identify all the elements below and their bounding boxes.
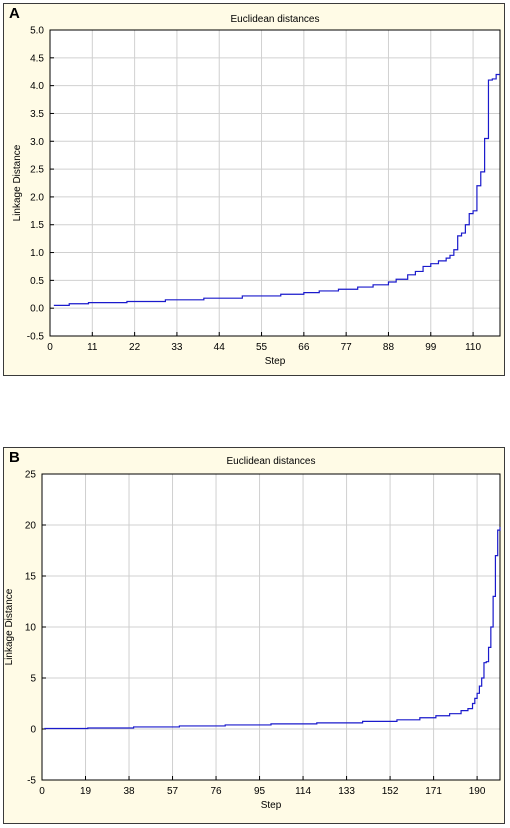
- chart-a-svg: Euclidean distances 0 11 22 33 44 55 66 77 88 99 11…: [12, 14, 501, 367]
- series-line: [53, 73, 500, 306]
- y-tick-label: 2.5: [30, 165, 44, 176]
- y-tick-label: -5: [27, 776, 36, 787]
- y-tick-label: 4.5: [30, 53, 44, 64]
- x-tick-label: 66: [298, 342, 310, 353]
- x-tick-label: 38: [123, 786, 135, 797]
- y-tick-label: 0.5: [30, 276, 44, 287]
- x-tick-label: 11: [87, 342, 98, 353]
- x-tick-label: 88: [383, 342, 395, 353]
- x-tick-label: 114: [295, 786, 311, 797]
- x-tick-label: 33: [171, 342, 183, 353]
- y-tick-label: 3.5: [30, 109, 44, 120]
- y-axis-label: Linkage Distance: [12, 144, 23, 221]
- x-tick-label: 77: [341, 342, 353, 353]
- x-axis-label: Step: [265, 356, 286, 367]
- y-tick-label: 1.5: [30, 220, 44, 231]
- x-tick-label: 0: [47, 342, 53, 353]
- x-tick-label: 57: [167, 786, 179, 797]
- x-axis-label: Step: [261, 800, 282, 811]
- plot-area: [50, 30, 500, 336]
- x-tick-label: 22: [129, 342, 141, 353]
- y-tick-label: 20: [25, 521, 37, 532]
- series-line: [44, 527, 501, 730]
- plot-frame: [49, 29, 501, 337]
- y-tick-label: 0.0: [30, 304, 44, 315]
- y-tick-label: 4.0: [30, 81, 44, 92]
- x-tick-label: 133: [338, 786, 355, 797]
- y-tick-label: 5.0: [30, 26, 44, 37]
- y-tick-label: 15: [25, 572, 37, 583]
- x-tick-label: 44: [214, 342, 226, 353]
- y-tick-label: 3.0: [30, 137, 44, 148]
- chart-title: Euclidean distances: [231, 14, 320, 25]
- x-tick-label: 95: [254, 786, 266, 797]
- x-tick-label: 110: [465, 342, 481, 353]
- y-tick-label: -0.5: [27, 332, 45, 343]
- x-tick-label: 76: [210, 786, 222, 797]
- x-tick-label: 99: [425, 342, 437, 353]
- panel-label: B: [9, 449, 20, 466]
- x-tick-label: 55: [256, 342, 268, 353]
- x-tick-label: 171: [425, 786, 442, 797]
- x-tick-label: 152: [382, 786, 399, 797]
- y-tick-label: 25: [25, 470, 37, 481]
- y-tick-label: 10: [25, 623, 37, 634]
- chart-title: Euclidean distances: [227, 456, 316, 467]
- x-tick-label: 190: [469, 786, 486, 797]
- x-tick-label: 19: [80, 786, 92, 797]
- y-axis-label: Linkage Distance: [4, 588, 15, 665]
- chart-panel-a: A Euclidean distances 0 11 22 33 44 55 66 77 88 99…: [3, 3, 505, 376]
- y-tick-label: 0: [30, 725, 36, 736]
- y-tick-label: 5: [30, 674, 36, 685]
- y-tick-label: 1.0: [30, 248, 44, 259]
- x-tick-label: 0: [39, 786, 45, 797]
- panel-label: A: [9, 5, 20, 22]
- chart-panel-b: B Euclidean distances 0 19 38 57 76 95 114 133 15…: [3, 447, 505, 824]
- y-tick-label: 2.0: [30, 192, 44, 203]
- chart-b-svg: Euclidean distances 0 19 38 57 76 95 114 133 152 1…: [4, 456, 501, 811]
